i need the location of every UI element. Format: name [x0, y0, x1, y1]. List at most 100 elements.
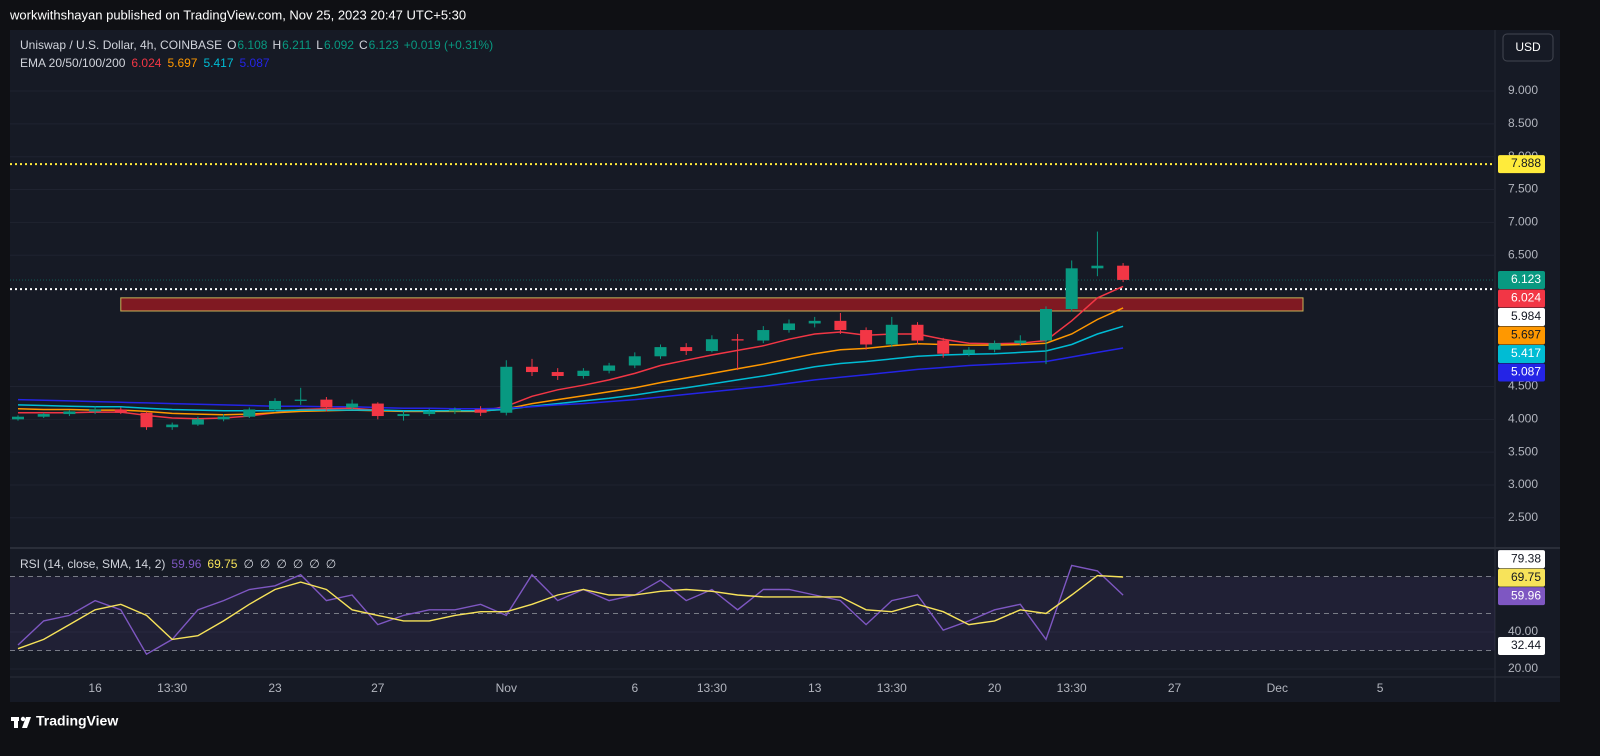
price-label: 5.087	[1511, 365, 1541, 379]
currency-button[interactable]	[1502, 33, 1554, 62]
candle-body	[757, 330, 770, 341]
rsi-line	[17, 574, 1124, 650]
x-tick-label: 6	[631, 681, 638, 695]
candle-body	[12, 416, 24, 420]
rsi-title: RSI (14, close, SMA, 14, 2)	[20, 557, 165, 571]
ohlc-value: 6.108	[237, 38, 267, 52]
logo-part	[14, 717, 18, 728]
x-tick-label: 13:30	[1057, 681, 1087, 695]
y-tick-label: 4.500	[1508, 379, 1538, 393]
price-label-box	[1498, 637, 1545, 656]
rsi-na: ∅	[260, 557, 270, 571]
indicator-value: 5.697	[167, 56, 197, 70]
candle-body	[937, 340, 950, 354]
candle-body	[1014, 340, 1027, 344]
ohlc-letter: H	[272, 38, 281, 52]
candle-body	[962, 349, 975, 354]
candle-body	[603, 365, 616, 371]
rsi-na: ∅	[293, 557, 303, 571]
y-tick-label: 7.500	[1508, 182, 1538, 196]
rsi-na: ∅	[243, 557, 253, 571]
candle-body	[191, 419, 204, 425]
candle-body	[680, 347, 693, 352]
price-label-box	[1498, 363, 1545, 382]
candle-body	[346, 403, 359, 408]
ohlc-value: 6.211	[282, 38, 311, 52]
price-label: 6.123	[1511, 272, 1541, 286]
candle-body	[269, 400, 281, 410]
candle-body	[1065, 268, 1078, 310]
logo-part	[20, 716, 26, 722]
price-label-box	[1498, 326, 1545, 345]
y-tick-label: 3.500	[1508, 444, 1538, 458]
brand-name: TradingView	[36, 713, 118, 729]
candle-body	[166, 424, 179, 428]
candle-body	[526, 366, 538, 373]
y-tick-label: 9.000	[1508, 83, 1538, 97]
x-tick-label: 27	[371, 681, 385, 695]
candle-body	[808, 320, 821, 324]
price-label-box	[1498, 289, 1545, 308]
candle-body	[654, 347, 667, 357]
candle-body	[423, 411, 436, 415]
ema-line	[17, 325, 1124, 412]
candle-body	[243, 409, 256, 417]
indicator-value: 5.417	[203, 56, 233, 70]
candle-body	[140, 412, 153, 428]
logo-part	[22, 717, 31, 728]
x-tick-label: 27	[1168, 681, 1182, 695]
y-tick-label: 8.500	[1508, 116, 1538, 130]
y-tick-label: 3.000	[1508, 477, 1538, 491]
zone-rectangle	[120, 297, 1304, 312]
y-tick-label: 40.00	[1508, 624, 1538, 638]
rsi-na: ∅	[309, 557, 319, 571]
rsi-value: 69.75	[207, 557, 237, 571]
y-tick-label: 6.500	[1508, 247, 1538, 261]
y-tick-label: 20.00	[1508, 661, 1538, 675]
price-label: 59.96	[1511, 588, 1541, 602]
rsi-value: 59.96	[171, 557, 201, 571]
candle-body	[577, 370, 590, 376]
price-label: 5.697	[1511, 328, 1541, 342]
brand-logo	[11, 716, 31, 728]
x-tick-label: 23	[268, 681, 282, 695]
y-tick-label: 4.000	[1508, 411, 1538, 425]
candle-body	[114, 409, 127, 413]
candle-body	[551, 372, 564, 376]
x-tick-label: 13:30	[877, 681, 907, 695]
price-label-box	[1498, 155, 1545, 174]
ema-line	[17, 347, 1124, 410]
x-tick-label: 16	[88, 681, 102, 695]
x-tick-label: 5	[1377, 681, 1384, 695]
candle-body	[1040, 309, 1052, 341]
candle-body	[89, 409, 102, 412]
ohlc-letter: O	[227, 38, 236, 52]
price-label: 32.44	[1511, 638, 1541, 652]
price-label: 5.417	[1511, 346, 1541, 360]
legend-line: Uniswap / U.S. Dollar, 4h, COINBASE O6.10…	[20, 38, 493, 52]
price-label: 6.024	[1511, 291, 1541, 305]
price-label: 5.984	[1511, 309, 1541, 323]
x-tick-label: 13:30	[157, 681, 187, 695]
candle-body	[294, 399, 307, 401]
currency-label[interactable]: USD	[1515, 40, 1541, 54]
x-tick-label: 20	[988, 681, 1002, 695]
candle-body	[1091, 265, 1104, 269]
x-tick-label: Dec	[1267, 681, 1288, 695]
candle-body	[448, 409, 461, 412]
rsi-na: ∅	[326, 557, 336, 571]
candle-body	[783, 323, 795, 331]
price-label: 7.888	[1511, 156, 1541, 170]
candle-body	[37, 414, 50, 417]
ohlc-value: 6.123	[369, 38, 399, 52]
candle-body	[988, 343, 1001, 350]
ohlc-value: 6.092	[324, 38, 354, 52]
x-tick-label: Nov	[496, 681, 517, 695]
candle-body	[705, 339, 718, 352]
legend-line: EMA 20/50/100/200 6.024 5.697 5.417 5.087	[20, 56, 270, 70]
candle-body	[860, 330, 873, 345]
candle-body	[628, 356, 641, 366]
price-label-box	[1498, 550, 1545, 569]
x-tick-label: 13:30	[697, 681, 727, 695]
